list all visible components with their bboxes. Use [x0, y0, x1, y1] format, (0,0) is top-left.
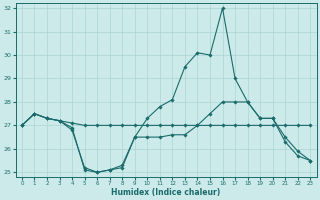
- X-axis label: Humidex (Indice chaleur): Humidex (Indice chaleur): [111, 188, 221, 197]
